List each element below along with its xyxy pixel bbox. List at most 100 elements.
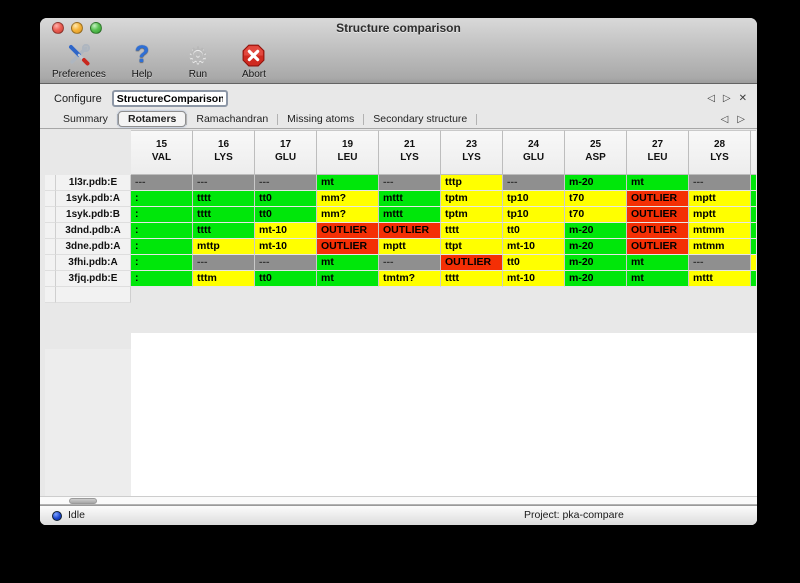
rotamer-cell[interactable]: m-20 [565, 239, 627, 255]
rotamer-cell[interactable]: --- [255, 175, 317, 191]
tab-rotamers[interactable]: Rotamers [117, 111, 187, 127]
rotamer-cell[interactable]: OUTLIER [379, 223, 441, 239]
title-bar[interactable]: Structure comparison [40, 18, 757, 39]
run-button[interactable]: ⚙ Run [178, 41, 218, 80]
row-label[interactable]: 3fhi.pdb:A [56, 255, 131, 271]
prev-tab-icon[interactable]: ◁ [720, 113, 729, 125]
rotamer-cell[interactable]: --- [131, 175, 193, 191]
rotamer-cell[interactable]: tttt [193, 191, 255, 207]
rotamer-cell[interactable]: : [131, 223, 193, 239]
rotamer-cell[interactable]: mm? [317, 191, 379, 207]
rotamer-cell[interactable]: mtmm [689, 239, 751, 255]
rotamer-cell[interactable]: OUTLIER [627, 223, 689, 239]
horizontal-scrollbar[interactable] [40, 496, 757, 505]
tab-ramachandran[interactable]: Ramachandran [196, 113, 269, 125]
rotamer-cell[interactable]: m-20 [565, 175, 627, 191]
rotamer-cell[interactable]: tp10 [503, 207, 565, 223]
tab-secondary-structure[interactable]: Secondary structure [373, 113, 468, 125]
zoom-window-icon[interactable] [90, 22, 102, 34]
rotamer-cell[interactable]: m-20 [565, 271, 627, 287]
tab-missing-atoms[interactable]: Missing atoms [287, 113, 355, 125]
rotamer-cell[interactable]: m-20 [565, 255, 627, 271]
rotamer-cell[interactable]: mtmm [689, 223, 751, 239]
rotamer-cell[interactable]: mttp [193, 239, 255, 255]
rotamer-cell[interactable]: mptt [379, 239, 441, 255]
prev-config-icon[interactable]: ◁ [707, 93, 715, 104]
next-tab-icon[interactable]: ▷ [737, 113, 745, 125]
row-label[interactable]: 3dnd.pdb:A [56, 223, 131, 239]
rotamer-cell[interactable]: mptt [689, 191, 751, 207]
preferences-button[interactable]: Preferences [52, 41, 106, 80]
rotamer-cell[interactable]: --- [689, 255, 751, 271]
rotamer-cell[interactable]: : [131, 239, 193, 255]
configure-name-input[interactable] [111, 90, 228, 107]
rotamer-cell[interactable]: mt-10 [503, 271, 565, 287]
next-config-icon[interactable]: ▷ [722, 93, 731, 104]
rotamer-cell[interactable]: tt0 [255, 191, 317, 207]
rotamer-cell[interactable]: : [131, 191, 193, 207]
rotamer-cell[interactable]: --- [503, 175, 565, 191]
close-window-icon[interactable] [52, 22, 64, 34]
rotamer-cell[interactable]: tttt [193, 207, 255, 223]
rotamer-cell[interactable]: tttt [441, 271, 503, 287]
rotamer-cell[interactable]: : [131, 255, 193, 271]
rotamer-cell[interactable]: ttpt [441, 239, 503, 255]
rotamer-cell[interactable]: t70 [565, 207, 627, 223]
rotamer-cell[interactable]: m-20 [565, 223, 627, 239]
rotamer-cell[interactable]: tttt [193, 223, 255, 239]
rotamer-cell[interactable]: tttm [193, 271, 255, 287]
rotamer-cell[interactable]: mt [317, 271, 379, 287]
rotamer-cell[interactable]: --- [379, 255, 441, 271]
rotamer-cell[interactable]: mt [317, 255, 379, 271]
rotamer-cell[interactable]: OUTLIER [627, 191, 689, 207]
rotamer-cell[interactable]: --- [193, 255, 255, 271]
rotamer-cell[interactable]: t70 [565, 191, 627, 207]
row-label[interactable]: 3dne.pdb:A [56, 239, 131, 255]
rotamer-cell[interactable]: : [131, 207, 193, 223]
rotamer-cell[interactable]: mt [627, 175, 689, 191]
row-label[interactable]: 3fjq.pdb:E [56, 271, 131, 287]
rotamer-cell[interactable]: tt0 [503, 223, 565, 239]
rotamer-cell-clipped [751, 191, 756, 207]
rotamer-cell[interactable]: mttt [379, 191, 441, 207]
rotamer-cell[interactable]: tptm [441, 207, 503, 223]
rotamer-cell[interactable]: OUTLIER [441, 255, 503, 271]
rotamer-cell[interactable]: OUTLIER [627, 207, 689, 223]
abort-button[interactable]: Abort [234, 41, 274, 80]
scrollbar-thumb[interactable] [69, 498, 97, 504]
rotamer-cell[interactable]: mt-10 [255, 239, 317, 255]
rotamer-cell[interactable]: mt-10 [255, 223, 317, 239]
row-label[interactable]: 1l3r.pdb:E [56, 175, 131, 191]
rotamer-cell[interactable]: --- [379, 175, 441, 191]
row-label[interactable]: 1syk.pdb:A [56, 191, 131, 207]
rotamer-cell[interactable]: tp10 [503, 191, 565, 207]
rotamer-cell[interactable]: mttt [689, 271, 751, 287]
rotamer-cell[interactable]: mt-10 [503, 239, 565, 255]
close-config-icon[interactable]: ✕ [738, 93, 747, 104]
rotamer-cell[interactable]: tptm [441, 191, 503, 207]
rotamer-cell[interactable]: tt0 [255, 207, 317, 223]
rotamer-cell[interactable]: tttp [441, 175, 503, 191]
rotamer-cell[interactable]: mt [317, 175, 379, 191]
tab-summary[interactable]: Summary [63, 113, 108, 125]
rotamer-cell[interactable]: : [131, 271, 193, 287]
rotamer-cell[interactable]: OUTLIER [627, 239, 689, 255]
row-label[interactable]: 1syk.pdb:B [56, 207, 131, 223]
minimize-window-icon[interactable] [71, 22, 83, 34]
rotamer-cell[interactable]: tttt [441, 223, 503, 239]
rotamer-cell[interactable]: mt [627, 255, 689, 271]
rotamer-cell[interactable]: mttt [379, 207, 441, 223]
rotamer-cell[interactable]: --- [193, 175, 255, 191]
rotamer-cell[interactable]: mm? [317, 207, 379, 223]
rotamer-cell[interactable]: mt [627, 271, 689, 287]
rotamer-cell[interactable]: tt0 [503, 255, 565, 271]
rotamer-cell[interactable]: --- [255, 255, 317, 271]
rotamer-cell[interactable]: mptt [689, 207, 751, 223]
help-button[interactable]: ? Help [122, 41, 162, 81]
rotamer-cell[interactable]: tmtm? [379, 271, 441, 287]
rotamer-cell[interactable]: tt0 [255, 271, 317, 287]
rotamer-table: 15 VAL 16 LYS 17 GLU 19 LEU 21 LYS 23 LYS 24 GLU 25 ASP… [45, 130, 757, 303]
rotamer-cell[interactable]: OUTLIER [317, 223, 379, 239]
rotamer-cell[interactable]: OUTLIER [317, 239, 379, 255]
rotamer-cell[interactable]: --- [689, 175, 751, 191]
